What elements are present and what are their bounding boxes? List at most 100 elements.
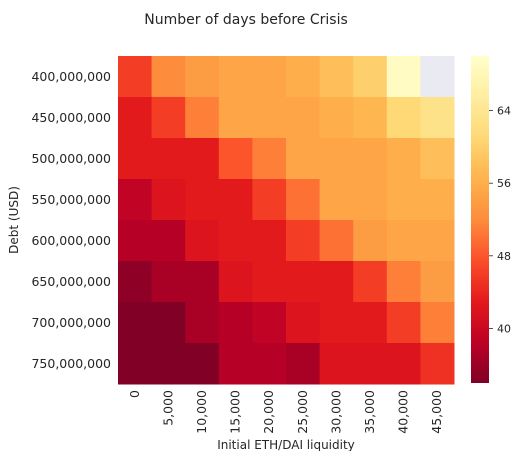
heatmap-cell bbox=[286, 97, 321, 139]
heatmap-cell bbox=[151, 179, 186, 221]
heatmap-cell bbox=[353, 138, 388, 180]
heatmap-cell bbox=[420, 97, 455, 139]
heatmap-cell bbox=[286, 261, 321, 303]
heatmap-cell bbox=[118, 261, 153, 303]
colorbar-tick-label: 40 bbox=[497, 323, 511, 336]
heatmap-cell bbox=[218, 56, 253, 98]
heatmap-cell bbox=[151, 56, 186, 98]
heatmap-cell bbox=[353, 56, 388, 98]
x-tick-label: 40,000 bbox=[396, 390, 411, 434]
heatmap-cell bbox=[151, 97, 186, 139]
heatmap-cell bbox=[286, 56, 321, 98]
heatmap-cell bbox=[386, 261, 421, 303]
heatmap-cell bbox=[319, 179, 354, 221]
heatmap-cell bbox=[286, 179, 321, 221]
heatmap-cells bbox=[118, 56, 455, 385]
y-tick-label: 400,000,000 bbox=[31, 69, 111, 84]
heatmap-cell bbox=[386, 302, 421, 344]
x-tick-label: 25,000 bbox=[295, 390, 310, 434]
heatmap-cell bbox=[118, 97, 153, 139]
x-tick-labels: 0 5,000 10,000 15,000 20,000 25,000 30,000 35,0… bbox=[127, 390, 444, 434]
heatmap-cell bbox=[218, 179, 253, 221]
heatmap-cell bbox=[420, 179, 455, 221]
heatmap-cell bbox=[185, 343, 220, 385]
y-tick-label: 700,000,000 bbox=[31, 315, 111, 330]
x-tick-label: 15,000 bbox=[228, 390, 243, 434]
heatmap-cell bbox=[319, 343, 354, 385]
heatmap-cell bbox=[286, 302, 321, 344]
heatmap-cell bbox=[420, 138, 455, 180]
heatmap-cell bbox=[386, 220, 421, 262]
heatmap-cell bbox=[353, 97, 388, 139]
heatmap-cell bbox=[118, 138, 153, 180]
heatmap-cell bbox=[118, 302, 153, 344]
colorbar bbox=[471, 56, 489, 383]
heatmap-cell bbox=[151, 261, 186, 303]
x-tick-label: 0 bbox=[127, 390, 142, 398]
heatmap-cell bbox=[286, 138, 321, 180]
colorbar-tick-label: 48 bbox=[497, 250, 511, 263]
heatmap-cell bbox=[286, 220, 321, 262]
heatmap-cell bbox=[252, 261, 287, 303]
colorbar-tick-label: 56 bbox=[497, 177, 511, 190]
heatmap-cell bbox=[386, 138, 421, 180]
y-axis-label: Debt (USD) bbox=[7, 186, 21, 254]
heatmap-cell bbox=[420, 302, 455, 344]
heatmap-cell bbox=[151, 220, 186, 262]
heatmap-cell bbox=[386, 56, 421, 98]
heatmap-cell bbox=[185, 138, 220, 180]
x-tick-label: 30,000 bbox=[328, 390, 343, 434]
heatmap-cell bbox=[386, 179, 421, 221]
heatmap-cell bbox=[218, 343, 253, 385]
heatmap-cell bbox=[353, 220, 388, 262]
y-tick-label: 650,000,000 bbox=[31, 274, 111, 289]
y-tick-label: 550,000,000 bbox=[31, 192, 111, 207]
heatmap-cell bbox=[353, 261, 388, 303]
heatmap-cell bbox=[319, 302, 354, 344]
heatmap-cell bbox=[353, 179, 388, 221]
chart-title: Number of days before Crisis bbox=[144, 12, 348, 28]
x-axis-label: Initial ETH/DAI liquidity bbox=[217, 438, 355, 451]
colorbar-tick-labels: 40 48 56 64 bbox=[489, 105, 511, 336]
heatmap-cell bbox=[252, 220, 287, 262]
y-tick-label: 450,000,000 bbox=[31, 110, 111, 125]
heatmap-cell bbox=[252, 56, 287, 98]
heatmap-cell bbox=[319, 220, 354, 262]
heatmap-cell bbox=[218, 138, 253, 180]
heatmap-cell bbox=[319, 97, 354, 139]
heatmap-cell bbox=[151, 343, 186, 385]
heatmap-cell bbox=[420, 343, 455, 385]
heatmap-cell bbox=[353, 302, 388, 344]
heatmap-cell bbox=[386, 97, 421, 139]
heatmap-cell bbox=[185, 302, 220, 344]
heatmap-cell bbox=[118, 220, 153, 262]
x-tick-label: 20,000 bbox=[261, 390, 276, 434]
heatmap-cell bbox=[252, 343, 287, 385]
heatmap-cell bbox=[218, 302, 253, 344]
heatmap-cell bbox=[319, 261, 354, 303]
heatmap-cell bbox=[420, 56, 455, 98]
heatmap-cell bbox=[319, 56, 354, 98]
heatmap-cell bbox=[319, 138, 354, 180]
y-tick-label: 750,000,000 bbox=[31, 356, 111, 371]
heatmap-cell bbox=[151, 138, 186, 180]
heatmap-cell bbox=[218, 261, 253, 303]
heatmap-cell bbox=[286, 343, 321, 385]
y-tick-label: 600,000,000 bbox=[31, 233, 111, 248]
heatmap-cell bbox=[185, 220, 220, 262]
heatmap-cell bbox=[252, 302, 287, 344]
heatmap-cell bbox=[218, 220, 253, 262]
heatmap-cell bbox=[185, 179, 220, 221]
colorbar-tick-label: 64 bbox=[497, 105, 511, 118]
heatmap-cell bbox=[185, 261, 220, 303]
heatmap-cell bbox=[118, 56, 153, 98]
heatmap-cell bbox=[185, 56, 220, 98]
x-tick-label: 10,000 bbox=[194, 390, 209, 434]
heatmap-cell bbox=[353, 343, 388, 385]
heatmap-cell bbox=[118, 343, 153, 385]
y-tick-label: 500,000,000 bbox=[31, 151, 111, 166]
heatmap-cell bbox=[386, 343, 421, 385]
heatmap-cell bbox=[118, 179, 153, 221]
x-tick-label: 5,000 bbox=[160, 390, 175, 426]
x-tick-label: 35,000 bbox=[362, 390, 377, 434]
